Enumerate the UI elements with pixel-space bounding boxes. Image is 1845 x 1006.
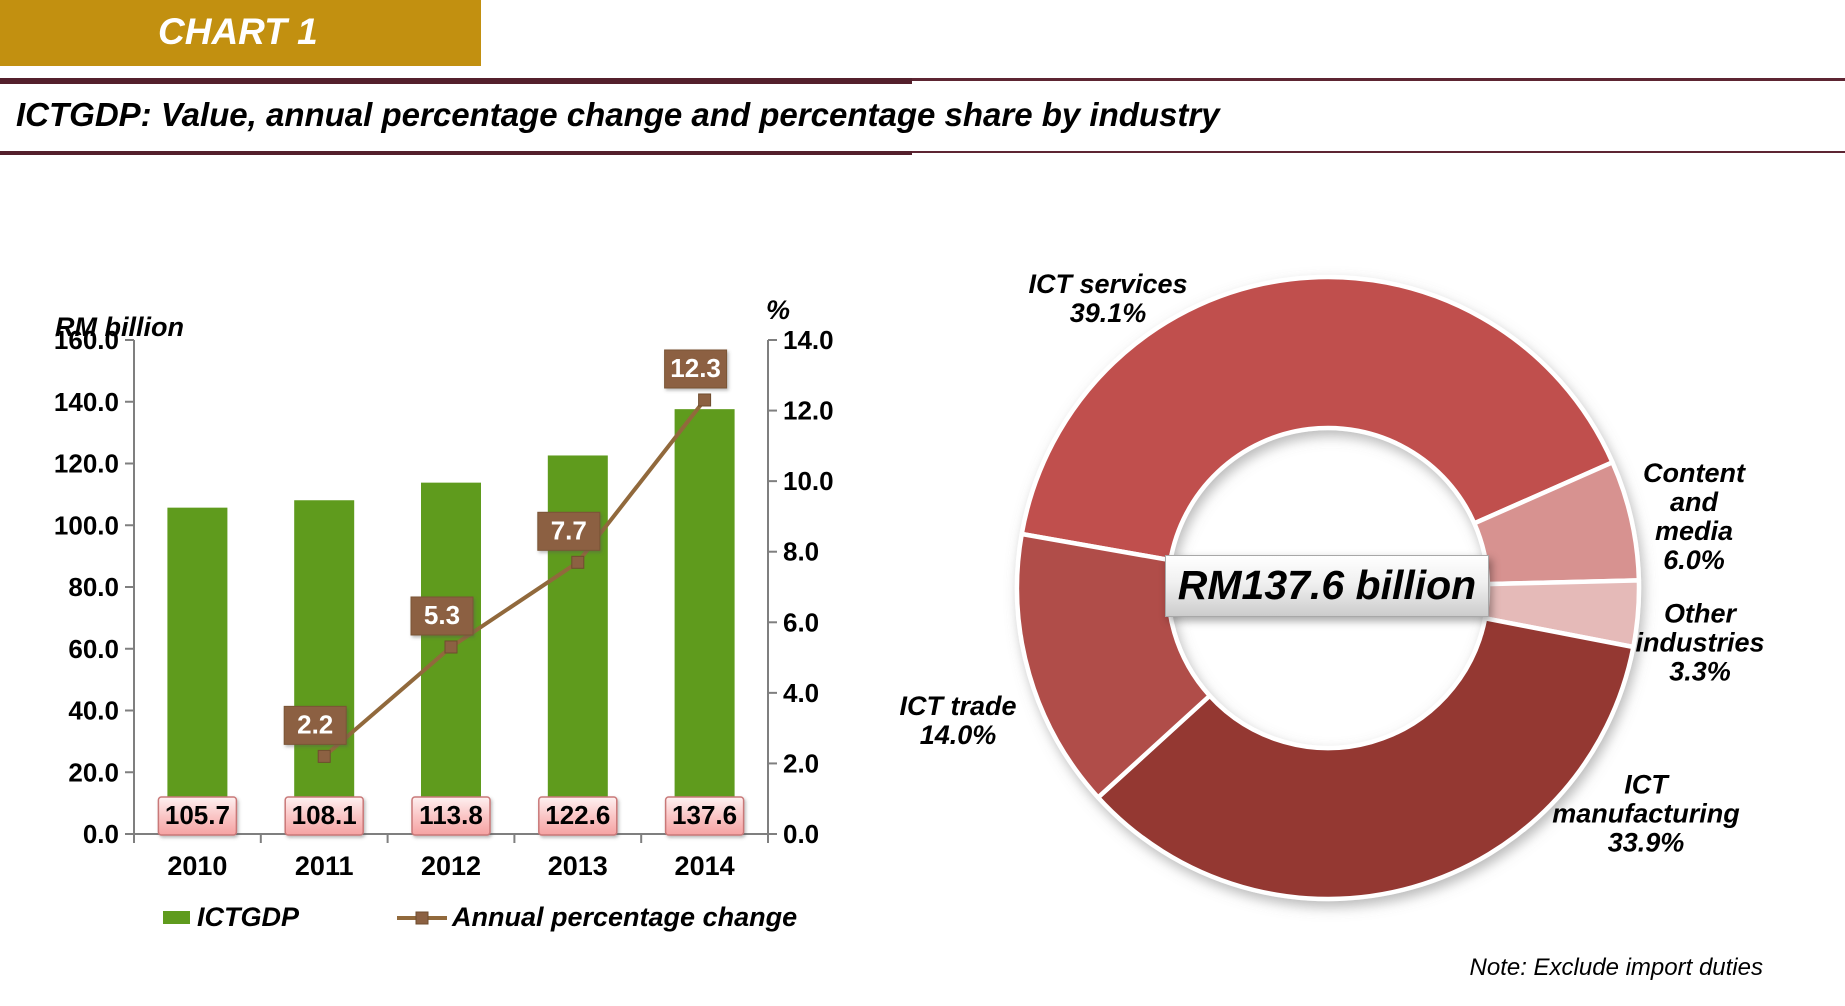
donut-chart (1014, 274, 1642, 902)
donut-slice-ict-trade (1014, 531, 1212, 800)
chart-banner: CHART 1 (0, 0, 481, 66)
divider-under-title (0, 151, 1845, 155)
left-axis-tick-label: 40.0 (68, 696, 119, 726)
left-axis-title: RM billion (55, 312, 184, 342)
donut-slice-ict-manufacturing (1095, 616, 1636, 902)
bar-2012 (421, 482, 481, 834)
line-value-label: 5.3 (424, 600, 460, 630)
legend-item-annual-change: Annual percentage change (397, 902, 797, 933)
bar-value-box (411, 796, 491, 836)
left-axis-tick-label: 160.0 (54, 325, 119, 355)
donut-label-other-industries: Other industries 3.3% (1635, 598, 1765, 687)
donut-label-ict-services: ICT services 39.1% (1028, 269, 1188, 328)
footnote: Note: Exclude import duties (1469, 954, 1763, 981)
line-marker (698, 393, 712, 407)
divider-under-title-left-segment (0, 151, 912, 155)
right-axis-tick-label: 14.0 (783, 325, 834, 355)
line-marker (444, 640, 458, 654)
bar-value-box (538, 796, 618, 836)
left-axis-tick-label: 60.0 (68, 634, 119, 664)
line-value-label: 2.2 (297, 709, 333, 739)
annual-change-line (322, 398, 707, 758)
left-axis-tick-label: 100.0 (54, 510, 119, 540)
left-axis-tick-label: 80.0 (68, 572, 119, 602)
legend-item-ictgdp: ICTGDP (163, 902, 299, 933)
bar-value-box (664, 796, 745, 836)
divider-under-title-right-segment (912, 151, 1845, 153)
bar-value-label: 108.1 (292, 800, 357, 830)
right-axis-tick-label: 4.0 (783, 678, 819, 708)
bar-value-labels: 105.7 108.1 113.8 122.6 137.6 (157, 796, 745, 836)
right-axis-tick-label: 12.0 (783, 396, 834, 426)
donut-label-content-and-media: Content and media 6.0% (1643, 458, 1745, 575)
x-axis-label-2010: 2010 (167, 851, 227, 881)
x-axis-label-2013: 2013 (548, 851, 608, 881)
left-axis-tick-label: 20.0 (68, 757, 119, 787)
donut-slice-ict-services (1019, 274, 1615, 563)
line-value-box (283, 705, 347, 745)
bar-value-box (157, 796, 238, 836)
line-value-box (537, 511, 601, 551)
divider-top-left-segment (0, 78, 912, 84)
x-axis-label-2014: 2014 (675, 851, 735, 881)
line-marker (317, 749, 331, 763)
ictgdp-legend-label: ICTGDP (197, 901, 300, 932)
divider-top (0, 78, 1845, 84)
bar-value-label: 113.8 (419, 800, 483, 830)
annual-change-legend-label: Annual percentage change (452, 901, 798, 932)
bar-2011 (294, 500, 355, 834)
right-axis-tick-label: 8.0 (783, 537, 819, 567)
donut-label-ict-trade: ICT trade 14.0% (899, 691, 1017, 750)
bar-2010 (167, 507, 228, 834)
line-value-label: 12.3 (670, 353, 721, 383)
x-axis-label-2011: 2011 (295, 851, 354, 881)
line-series-legend-marker (397, 902, 448, 933)
page-title: ICTGDP: Value, annual percentage change … (16, 96, 1220, 133)
bar-value-label: 137.6 (672, 800, 737, 830)
bar-2014 (674, 409, 735, 834)
donut-label-ict-manufacturing: ICT manufacturing 33.9% (1552, 769, 1740, 858)
chart-banner-label: CHART 1 (158, 11, 318, 52)
right-axis-title: % (766, 295, 791, 325)
ictgdp-legend-swatch (163, 910, 190, 924)
line-value-box (664, 349, 728, 389)
line-value-labels: 2.2 5.3 7.7 12.3 (283, 349, 728, 745)
line-value-box (410, 596, 474, 636)
combo-chart: 0.0 20.0 40.0 60.0 80.0 100.0 120.0 140.0 160.0 0… (54, 325, 834, 881)
left-axis-tick-label: 120.0 (54, 449, 119, 479)
bar-value-box (284, 796, 364, 836)
x-axis-label-2012: 2012 (421, 851, 481, 881)
right-axis-tick-label: 0.0 (783, 819, 819, 849)
divider-top-right-segment (912, 78, 1845, 81)
line-value-label: 7.7 (551, 515, 587, 545)
left-axis-tick-label: 140.0 (54, 387, 119, 417)
combo-chart-legend: ICTGDP Annual percentage change (163, 902, 797, 932)
donut-center-total-label: RM137.6 billion (1165, 555, 1489, 617)
bar-value-label: 105.7 (165, 800, 230, 830)
line-marker (571, 555, 585, 569)
bar-value-label: 122.6 (545, 800, 610, 830)
right-axis-tick-label: 6.0 (783, 607, 819, 637)
right-axis-tick-label: 2.0 (783, 748, 819, 778)
right-axis-tick-label: 10.0 (783, 466, 834, 496)
left-axis-tick-label: 0.0 (83, 819, 119, 849)
